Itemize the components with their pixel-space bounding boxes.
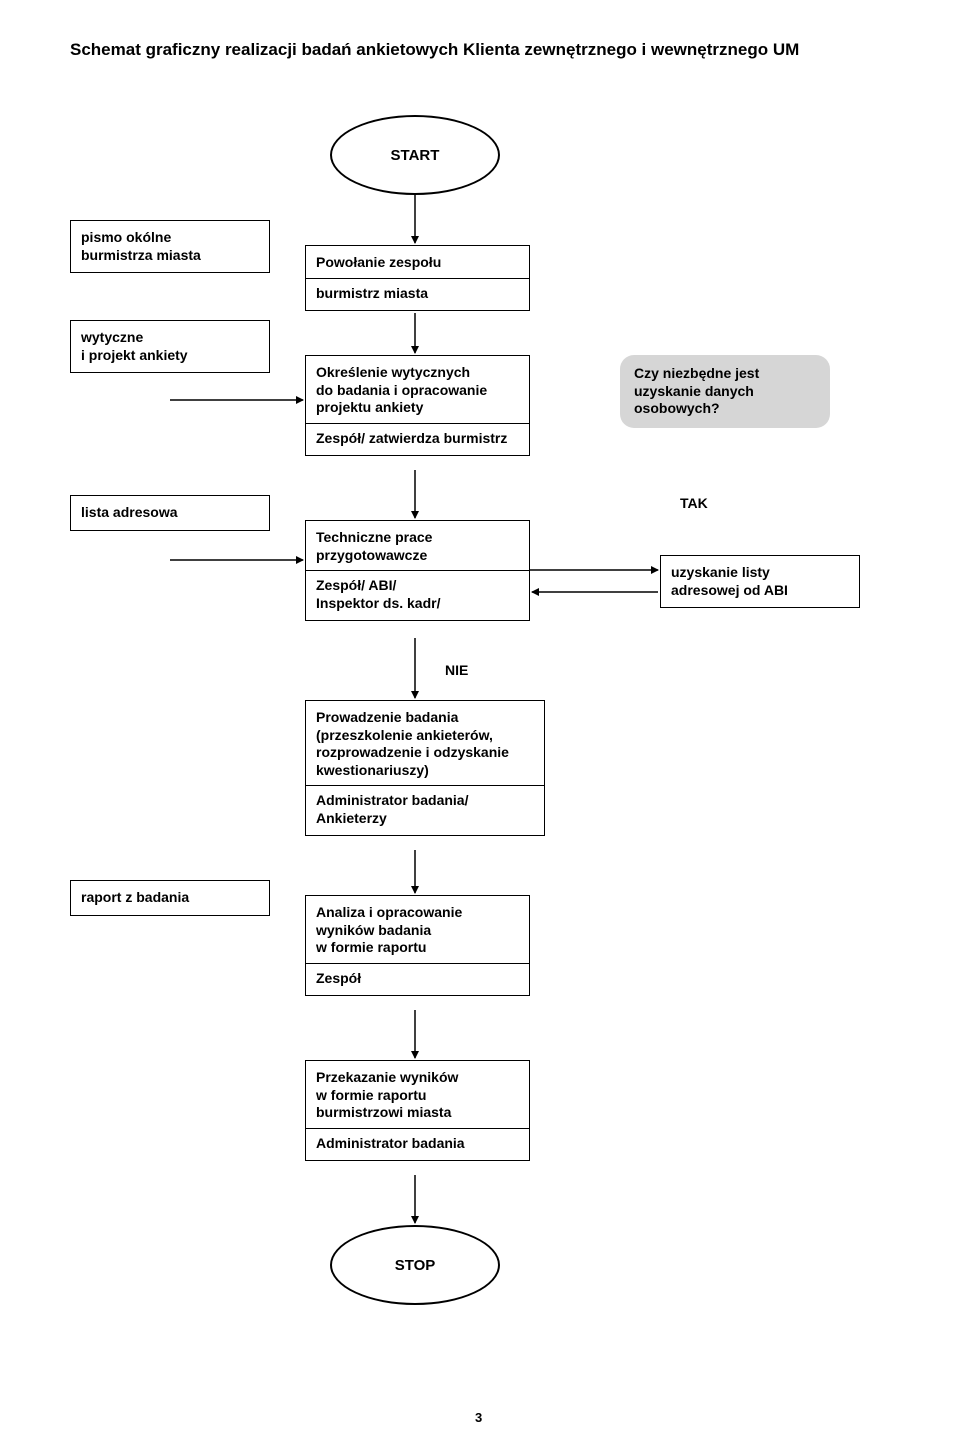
divider	[306, 1128, 529, 1129]
box-przekazanie-bottom: Administrator badania	[316, 1135, 519, 1153]
box-uzyskanie-text: uzyskanie listy adresowej od ABI	[671, 564, 849, 599]
box-prowadzenie-bottom: Administrator badania/ Ankieterzy	[316, 792, 534, 827]
divider	[306, 963, 529, 964]
divider	[306, 785, 544, 786]
decision-text: Czy niezbędne jest uzyskanie danych osob…	[634, 365, 816, 418]
box-przekazanie-top: Przekazanie wyników w formie raportu bur…	[316, 1069, 519, 1122]
box-analiza-top: Analiza i opracowanie wyników badania w …	[316, 904, 519, 957]
stop-label: STOP	[395, 1257, 436, 1274]
box-okreslenie-bottom: Zespół/ zatwierdza burmistrz	[316, 430, 519, 448]
divider	[306, 278, 529, 279]
box-pismo-text: pismo okólne burmistrza miasta	[81, 229, 259, 264]
box-wytyczne-text: wytyczne i projekt ankiety	[81, 329, 259, 364]
box-techniczne: Techniczne prace przygotowawcze Zespół/ …	[305, 520, 530, 621]
box-raport: raport z badania	[70, 880, 270, 916]
divider	[306, 570, 529, 571]
box-raport-text: raport z badania	[81, 889, 259, 907]
start-label: START	[391, 147, 440, 164]
box-okreslenie: Określenie wytycznych do badania i oprac…	[305, 355, 530, 456]
box-lista-text: lista adresowa	[81, 504, 259, 522]
decision-node: Czy niezbędne jest uzyskanie danych osob…	[620, 355, 830, 428]
label-tak: TAK	[680, 495, 708, 511]
start-node: START	[330, 115, 500, 195]
label-nie: NIE	[445, 662, 468, 678]
box-powolanie-bottom: burmistrz miasta	[316, 285, 519, 303]
box-techniczne-top: Techniczne prace przygotowawcze	[316, 529, 519, 564]
page-number: 3	[475, 1410, 482, 1425]
box-techniczne-bottom: Zespół/ ABI/ Inspektor ds. kadr/	[316, 577, 519, 612]
box-lista: lista adresowa	[70, 495, 270, 531]
box-pismo: pismo okólne burmistrza miasta	[70, 220, 270, 273]
box-prowadzenie-top: Prowadzenie badania (przeszkolenie ankie…	[316, 709, 534, 779]
box-powolanie-top: Powołanie zespołu	[316, 254, 519, 272]
box-powolanie: Powołanie zespołu burmistrz miasta	[305, 245, 530, 311]
page-title: Schemat graficzny realizacji badań ankie…	[70, 40, 799, 60]
box-przekazanie: Przekazanie wyników w formie raportu bur…	[305, 1060, 530, 1161]
stop-node: STOP	[330, 1225, 500, 1305]
divider	[306, 423, 529, 424]
box-uzyskanie: uzyskanie listy adresowej od ABI	[660, 555, 860, 608]
box-prowadzenie: Prowadzenie badania (przeszkolenie ankie…	[305, 700, 545, 836]
box-analiza-bottom: Zespół	[316, 970, 519, 988]
box-wytyczne: wytyczne i projekt ankiety	[70, 320, 270, 373]
box-okreslenie-top: Określenie wytycznych do badania i oprac…	[316, 364, 519, 417]
box-analiza: Analiza i opracowanie wyników badania w …	[305, 895, 530, 996]
